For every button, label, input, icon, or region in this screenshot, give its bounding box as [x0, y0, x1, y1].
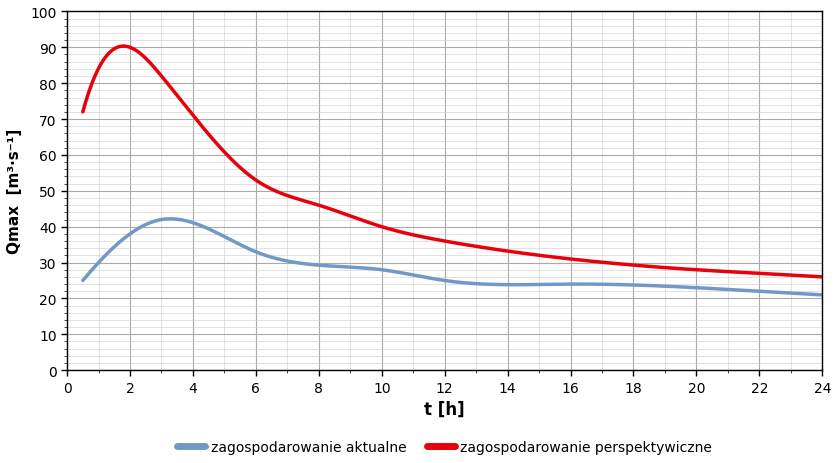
zagospodarowanie perspektywiczne — [751, 271, 761, 276]
zagospodarowanie perspektywiczne — [78, 110, 88, 115]
zagospodarowanie aktualne — [518, 282, 528, 288]
Legend: zagospodarowanie aktualne, zagospodarowanie perspektywiczne: zagospodarowanie aktualne, zagospodarowa… — [177, 440, 712, 454]
zagospodarowanie perspektywiczne — [704, 268, 714, 274]
zagospodarowanie perspektywiczne — [533, 253, 543, 258]
zagospodarowanie perspektywiczne — [817, 275, 827, 280]
zagospodarowanie aktualne — [78, 278, 88, 284]
zagospodarowanie aktualne — [704, 286, 714, 292]
zagospodarowanie aktualne — [80, 275, 91, 281]
zagospodarowanie aktualne — [533, 282, 543, 288]
zagospodarowanie perspektywiczne — [520, 251, 530, 257]
zagospodarowanie perspektywiczne — [117, 44, 127, 50]
zagospodarowanie perspektywiczne — [80, 101, 91, 107]
zagospodarowanie aktualne — [751, 288, 761, 294]
X-axis label: t [h]: t [h] — [424, 400, 465, 418]
zagospodarowanie perspektywiczne — [518, 251, 528, 257]
zagospodarowanie aktualne — [817, 293, 827, 298]
Y-axis label: Qmax  [m³·s⁻¹]: Qmax [m³·s⁻¹] — [7, 129, 22, 254]
zagospodarowanie aktualne — [520, 282, 530, 288]
Line: zagospodarowanie aktualne: zagospodarowanie aktualne — [83, 219, 822, 295]
Line: zagospodarowanie perspektywiczne: zagospodarowanie perspektywiczne — [83, 47, 822, 277]
zagospodarowanie aktualne — [164, 217, 174, 222]
